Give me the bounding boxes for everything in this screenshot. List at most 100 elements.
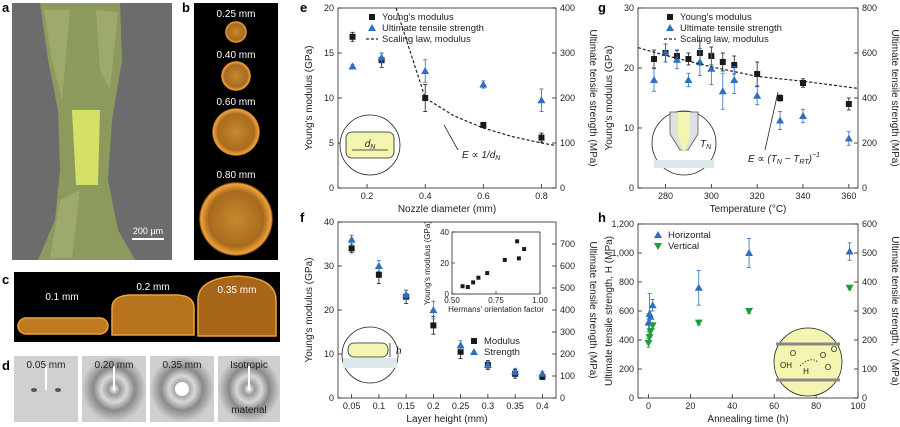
inset-substrate xyxy=(654,160,714,168)
data-point xyxy=(348,62,357,70)
annotation-end: ) xyxy=(808,154,812,165)
y-tick-label: 20 xyxy=(324,305,334,315)
data-point xyxy=(402,290,411,298)
inset-label-sub: N xyxy=(706,144,712,151)
inset-frame xyxy=(451,231,541,295)
y-tick-label: 10 xyxy=(324,349,334,359)
data-point xyxy=(538,134,545,141)
scaling-law-line xyxy=(637,47,859,89)
x-tick-label: 0.2 xyxy=(427,401,440,411)
inset-data-point xyxy=(471,280,476,285)
cross-section-0-80mm xyxy=(199,182,273,256)
layer-section-0-1mm xyxy=(17,317,109,335)
y-tick-label: 30 xyxy=(624,3,634,13)
chart-f: f 0.05 0.1 0.15 0.2 0.25 0.3 0.35 0.40102030400… xyxy=(300,210,598,425)
legend-swatch xyxy=(369,14,375,20)
inset-x-tick-label: 0.50 xyxy=(444,296,460,305)
legend-swatch xyxy=(667,14,673,20)
data-point xyxy=(672,55,681,63)
y-tick-label: 0 xyxy=(329,183,334,193)
inset-label-sub: N xyxy=(370,144,376,151)
x-tick-label: 0.8 xyxy=(535,191,548,201)
inset-atom-label: OH xyxy=(780,361,792,370)
x-tick-label: 80 xyxy=(811,401,821,411)
data-point xyxy=(646,328,655,336)
inset-data-point xyxy=(476,275,481,280)
legend-entry: Modulus xyxy=(484,336,520,347)
xray-center xyxy=(175,382,189,396)
x-tick-label: 300 xyxy=(704,191,719,201)
y2-tick-label: 200 xyxy=(862,138,877,148)
data-point xyxy=(646,312,655,320)
y2-tick-label: 100 xyxy=(560,371,575,381)
annotation-sub: N xyxy=(777,159,783,166)
y-tick-label: 20 xyxy=(324,3,334,13)
fiber-strand-image xyxy=(96,10,118,90)
inset-filament xyxy=(345,131,395,159)
data-point xyxy=(538,369,547,377)
data-point xyxy=(429,306,438,313)
y2-tick-label: 0 xyxy=(862,183,867,193)
y2-tick-label: 800 xyxy=(862,3,877,13)
y2-tick-label: 600 xyxy=(862,219,877,229)
layer-section-0-2mm xyxy=(111,294,195,336)
y2-tick-label: 200 xyxy=(862,335,877,345)
inset-layer xyxy=(347,342,389,358)
y2-tick-label: 300 xyxy=(560,327,575,337)
label-0-80mm: 0.80 mm xyxy=(217,170,256,181)
scaling-annotation: E ∝ 1/dN xyxy=(462,150,501,162)
y2-axis-label: Ultimate tensile strength (MPa) xyxy=(889,29,900,166)
data-point xyxy=(348,245,355,252)
layer-section-0-35mm xyxy=(197,275,277,337)
panel-letter-a: a xyxy=(2,0,10,15)
data-point xyxy=(457,348,464,355)
x-tick-label: 0.35 xyxy=(506,401,524,411)
y2-tick-label: 600 xyxy=(862,48,877,58)
fiber-strand-image xyxy=(50,190,80,258)
inset-data-point xyxy=(515,239,520,244)
nozzle-inset: dN xyxy=(339,114,401,176)
legend-swatch xyxy=(471,338,477,344)
data-point xyxy=(754,71,761,77)
x-tick-label: 0.4 xyxy=(536,401,549,411)
inset-hbond xyxy=(799,359,819,367)
inset-substrate xyxy=(343,358,397,368)
inset-x-tick-label: 0.75 xyxy=(488,296,504,305)
data-point xyxy=(845,284,854,292)
x-axis-label: Nozzle diameter (mm) xyxy=(398,204,496,215)
data-point xyxy=(483,361,492,368)
inset-atom-label: O xyxy=(820,351,826,360)
panel-letter-d: d xyxy=(2,358,10,373)
fiber-strand-image xyxy=(44,10,70,100)
y2-tick-label: 600 xyxy=(560,261,575,271)
fiber-neck-image xyxy=(72,110,100,185)
x-tick-label: 20 xyxy=(685,401,695,411)
chart-e: e 0.2 0.4 0.6 0.8051015200100200300400Nozzl… xyxy=(300,0,598,215)
label-0-35mm: 0.35 mm xyxy=(218,285,257,296)
chart-g: g 280 300 320 340 36001020300200400600800Tem… xyxy=(598,0,900,215)
scaling-law-line xyxy=(395,7,557,147)
y-tick-label: 30 xyxy=(324,261,334,271)
y-tick-label: 20 xyxy=(624,63,634,73)
data-point xyxy=(799,112,807,119)
y-tick-label: 15 xyxy=(324,48,334,58)
xray-spot xyxy=(31,388,37,392)
data-point xyxy=(511,367,520,375)
x-axis-label: Annealing time (h) xyxy=(707,414,788,425)
x-tick-label: 0.4 xyxy=(419,191,432,201)
data-point xyxy=(456,341,465,349)
y-tick-label: 0 xyxy=(629,393,634,403)
data-point xyxy=(730,76,739,83)
y2-tick-label: 200 xyxy=(560,93,575,103)
data-point xyxy=(421,67,430,74)
y-tick-label: 40 xyxy=(324,217,334,227)
data-point xyxy=(719,59,726,65)
data-point xyxy=(480,122,487,128)
y-tick-label: 600 xyxy=(619,306,634,316)
y2-axis-label: Ultimate tensile strength, V (MPa) xyxy=(889,236,900,386)
legend-entry: Ultimate tensile strength xyxy=(382,23,484,34)
chart-h: h 0 20 40 60 80 10002004006008001,0001,200010… xyxy=(598,210,900,425)
data-point xyxy=(374,262,383,269)
y-tick-label: 10 xyxy=(324,93,334,103)
cross-section-0-25mm xyxy=(225,21,247,43)
